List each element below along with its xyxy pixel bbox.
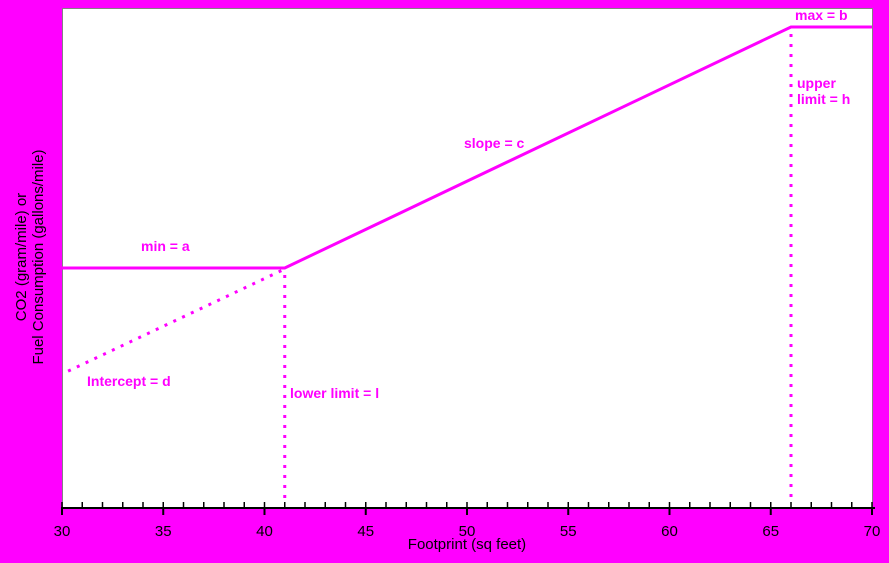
y-axis-label-line1: CO2 (gram/mile) or [13,192,30,322]
x-tick-label: 45 [357,523,375,540]
x-tick-label: 70 [863,523,881,540]
annotation-slope: slope = c [464,135,525,151]
x-tick-label: 65 [762,523,780,540]
x-tick-label: 55 [559,523,577,540]
plot-area [62,8,873,507]
annotation-lower-limit: lower limit = l [290,385,380,401]
annotation-upper-limit-line2: limit = h [797,91,851,107]
x-tick-label: 35 [154,523,172,540]
intercept-extension-dotted-line [67,268,284,373]
standard-curve-line [62,25,872,270]
y-axis-label: CO2 (gram/mile) or Fuel Consumption (gal… [13,54,47,460]
x-tick-label: 40 [256,523,273,540]
annotation-min: min = a [141,238,190,254]
y-axis-label-line2: Fuel Consumption (gallons/mile) [30,149,47,365]
annotation-upper-limit: upper limit = h [797,75,850,107]
x-tick-label: 50 [458,523,476,540]
x-tick-label: 60 [661,523,678,540]
annotation-upper-limit-line1: upper [797,75,836,91]
annotation-max: max = b [795,7,848,23]
annotation-intercept: Intercept = d [87,373,171,389]
x-tick-label: 30 [53,523,71,540]
x-axis-label: Footprint (sq feet) [407,536,527,553]
